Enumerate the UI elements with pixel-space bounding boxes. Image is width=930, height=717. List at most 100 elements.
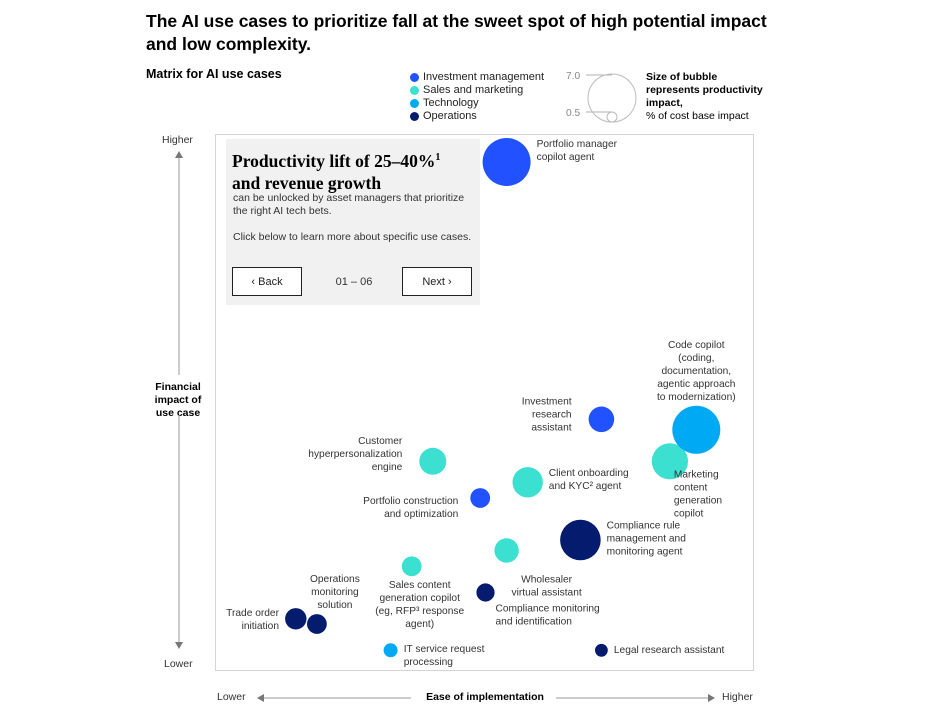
bubble-label: Legal research assistant — [614, 645, 725, 656]
legend-dot-icon — [410, 72, 419, 82]
bubble-legal-research-assistant[interactable] — [595, 643, 608, 657]
bubble-label-line: virtual assistant — [511, 588, 581, 599]
bubble-operations-monitoring-solution[interactable] — [307, 614, 327, 634]
info-panel: Productivity lift of 25–40%1 and revenue… — [226, 139, 480, 305]
x-axis-title: Ease of implementation — [426, 691, 544, 703]
bubble-label-line: research — [532, 409, 572, 420]
x-axis-high-label: Higher — [722, 691, 753, 703]
bubble-portfolio-manager-copilot-agent[interactable] — [482, 138, 531, 186]
chart-subtitle: Matrix for AI use cases — [146, 67, 282, 81]
bubble-label-line: copilot — [674, 508, 704, 519]
panel-heading-main: Productivity lift of 25–40% — [232, 150, 436, 171]
bubble-label-line: Marketing — [674, 469, 719, 480]
bubble-label-line: Legal research assistant — [614, 645, 725, 656]
size-note-bold: Size of bubble represents productivity i… — [646, 71, 763, 109]
bubble-label-line: agent) — [405, 619, 434, 630]
bubble-label-line: engine — [372, 462, 403, 473]
bubble-label-line: Investment — [522, 396, 572, 407]
bubble-label-line: management and — [607, 534, 687, 545]
bubble-label: Compliance rule management and monitoring … — [607, 521, 687, 558]
bubble-label-line: documentation, — [661, 366, 731, 377]
bubble-label-line: assistant — [531, 422, 571, 433]
bubble-label-line: Compliance monitoring — [496, 604, 601, 615]
bubble-compliance-rule-management-and-monitoring-agent[interactable] — [560, 519, 601, 561]
size-legend-max-label: 7.0 — [566, 71, 580, 82]
bubble-label: Client onboarding and KYC² agent — [549, 468, 629, 492]
bubble-label-line: and KYC² agent — [549, 481, 622, 492]
legend-item-investment-management: Investment management — [410, 71, 544, 83]
panel-heading-rest: and revenue growth — [232, 172, 382, 193]
bubble-label-line: monitoring agent — [607, 547, 683, 558]
bubble-portfolio-construction-and-optimization[interactable] — [470, 488, 491, 508]
bubble-label-line: and optimization — [384, 509, 458, 520]
legend-item-operations: Operations — [410, 110, 477, 122]
chart-svg: Portfolio manager copilot agent Investment… — [226, 138, 736, 668]
y-axis-high-label: Higher — [162, 134, 193, 146]
bubble-label-line: processing — [404, 657, 454, 668]
back-button[interactable]: ‹ Back — [232, 267, 302, 296]
bubble-label-line: solution — [317, 600, 352, 611]
bubble-sales-content-generation-copilot-eg-rfp-response-agent[interactable] — [401, 556, 422, 577]
size-legend-icon: 7.0 0.5 — [566, 71, 637, 123]
bubble-label-line: content — [674, 482, 708, 493]
legend-item-technology: Technology — [410, 97, 479, 109]
bubble-label-line: Wholesaler — [521, 575, 573, 586]
bubble-label: Operations monitoring solution — [310, 574, 360, 611]
plot-area: Portfolio manager copilot agent Investment… — [215, 134, 754, 671]
legend-item-sales-and-marketing: Sales and marketing — [410, 84, 523, 96]
legend-dot-icon — [410, 111, 419, 121]
chevron-left-icon: ‹ — [251, 275, 259, 288]
bubble-investment-research-assistant[interactable] — [588, 406, 615, 433]
bubble-label-line: generation — [674, 495, 722, 506]
bubble-trade-order-initiation[interactable] — [285, 608, 307, 630]
bubble-label-line: Trade order — [226, 608, 279, 619]
bubble-label: Trade order initiation — [226, 608, 279, 632]
chevron-right-icon: › — [444, 275, 452, 288]
bubble-compliance-monitoring-and-identification[interactable] — [476, 583, 495, 602]
bubble-label-line: Code copilot — [668, 340, 725, 351]
bubble-client-onboarding-and-kyc-agent[interactable] — [512, 467, 543, 498]
bubble-label-line: monitoring — [311, 587, 359, 598]
legend-label: Operations — [423, 110, 477, 122]
bubble-label-line: Customer — [358, 436, 403, 447]
x-axis-low-label: Lower — [217, 691, 246, 703]
bubble-it-service-request-processing[interactable] — [383, 643, 398, 658]
bubble-label-line: IT service request — [404, 644, 485, 655]
size-legend-min-label: 0.5 — [566, 108, 580, 119]
bubble-label-line: Portfolio construction — [363, 496, 458, 507]
legend-label: Investment management — [423, 71, 545, 83]
next-button-label: Next — [422, 275, 445, 288]
panel-cta: Click below to learn more about specific… — [233, 231, 472, 243]
chart-title: The AI use cases to prioritize fall at t… — [146, 11, 767, 54]
panel-heading: Productivity lift of 25–40%1 and revenue… — [232, 147, 477, 194]
legend-label: Sales and marketing — [423, 84, 524, 96]
next-button[interactable]: Next › — [402, 267, 472, 296]
x-axis-arrow-icon — [257, 694, 715, 702]
bubble-label-line: agentic approach — [657, 379, 735, 390]
bubble-label-line: Sales content — [389, 580, 451, 591]
bubble-label-line: copilot agent — [537, 152, 595, 163]
back-button-label: Back — [258, 275, 283, 288]
bubble-label-line: and identification — [496, 617, 572, 628]
bubble-code-copilot-coding-documentation-agentic-approach-to-modernization[interactable] — [672, 405, 721, 454]
bubble-label: Investment research assistant — [522, 396, 572, 433]
legend-label: Technology — [423, 97, 479, 109]
y-axis-title: Financial impact of use case — [154, 381, 202, 419]
panel-body: can be unlocked by asset managers that p… — [233, 192, 465, 217]
bubble-label: Portfolio manager copilot agent — [537, 139, 618, 163]
legend-dot-icon — [410, 85, 419, 95]
bubble-label-line: Portfolio manager — [537, 139, 618, 150]
bubble-label-line: hyperpersonalization — [308, 449, 402, 460]
y-axis-low-label: Lower — [164, 658, 193, 670]
y-axis-arrow-icon — [175, 151, 183, 649]
bubble-label-line: Client onboarding — [549, 468, 629, 479]
bubble-label-line: (coding, — [678, 353, 714, 364]
pager-text: 01 – 06 — [335, 276, 373, 288]
bubble-label: Customer hyperpersonalization engine — [308, 436, 403, 473]
bubble-customer-hyperpersonalization-engine[interactable] — [419, 447, 447, 475]
bubble-label: Compliance monitoring and identification — [496, 604, 601, 628]
bubble-marketing-content-generation-copilot[interactable] — [651, 443, 688, 480]
legend-dot-icon — [410, 98, 419, 108]
bubble-wholesaler-virtual-assistant[interactable] — [494, 538, 519, 563]
size-note-rest: % of cost base impact — [646, 110, 749, 122]
